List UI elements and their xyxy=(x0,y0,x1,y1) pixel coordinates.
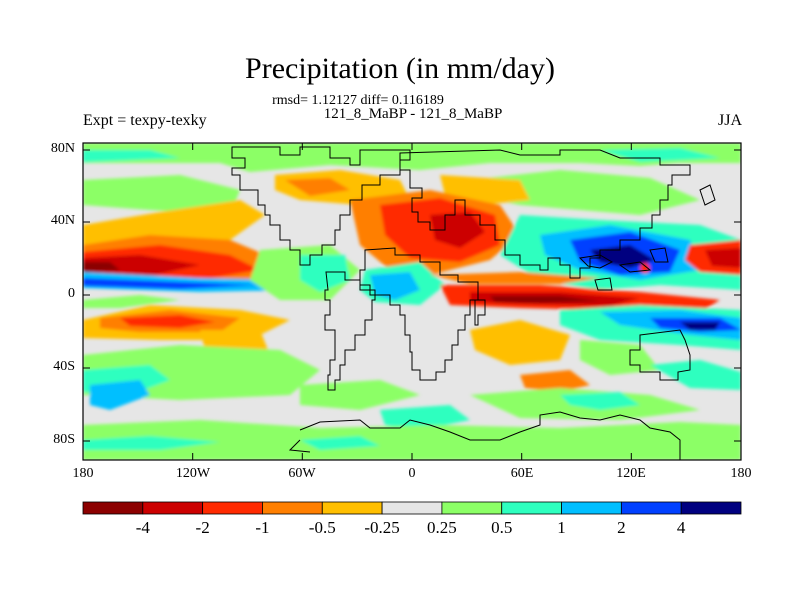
map-title: Precipitation (in mm/day) xyxy=(245,52,555,85)
colorbar-swatch xyxy=(501,501,562,515)
x-tick-label: 60W xyxy=(288,466,316,481)
cases-subtitle: 121_8_MaBP - 121_8_MaBP xyxy=(323,106,503,122)
colorbar-swatch xyxy=(202,501,263,515)
colorbar-label: -1 xyxy=(255,518,270,537)
colorbar-label: -4 xyxy=(135,518,150,537)
colorbar-label: -2 xyxy=(195,518,210,537)
tick-marks xyxy=(82,143,742,460)
x-tick-label: 120E xyxy=(616,466,646,481)
season-label: JJA xyxy=(717,112,742,129)
colorbar-swatch xyxy=(620,501,682,515)
colorbar-label: 1 xyxy=(557,518,566,537)
colorbar-swatch xyxy=(82,501,144,515)
colorbar-label: 0.5 xyxy=(491,518,513,537)
colorbar-swatch xyxy=(262,501,323,515)
colorbar-label: 2 xyxy=(617,518,626,537)
precip-field xyxy=(83,143,741,460)
x-tick-label: 180 xyxy=(72,466,94,481)
colorbar-label: -0.25 xyxy=(364,518,400,537)
stats-subtitle: rmsd= 1.12127 diff= 0.116189 xyxy=(272,93,444,108)
colorbar-swatch xyxy=(321,501,383,515)
colorbar-swatch xyxy=(381,501,443,515)
colorbar-swatch xyxy=(680,501,742,515)
x-tick-label: 180 xyxy=(730,466,752,481)
experiment-label: Expt = texpy-texky xyxy=(83,112,207,129)
colorbar-swatch xyxy=(142,501,204,515)
x-tick-label: 0 xyxy=(408,466,416,481)
x-tick-label: 60E xyxy=(510,466,534,481)
y-tick-label: 0 xyxy=(68,286,75,301)
x-tick-label: 120W xyxy=(175,466,211,481)
y-tick-label: 40S xyxy=(53,359,75,374)
colorbar xyxy=(82,501,742,515)
y-tick-label: 80N xyxy=(50,141,75,156)
colorbar-label: -0.5 xyxy=(308,518,336,537)
colorbar-swatch xyxy=(561,501,622,515)
colorbar-label: 4 xyxy=(676,518,686,537)
colorbar-label: 0.25 xyxy=(427,518,457,537)
coastlines xyxy=(231,146,716,460)
colorbar-swatch xyxy=(441,501,503,515)
y-tick-label: 80S xyxy=(53,432,75,447)
y-tick-label: 40N xyxy=(50,213,75,228)
